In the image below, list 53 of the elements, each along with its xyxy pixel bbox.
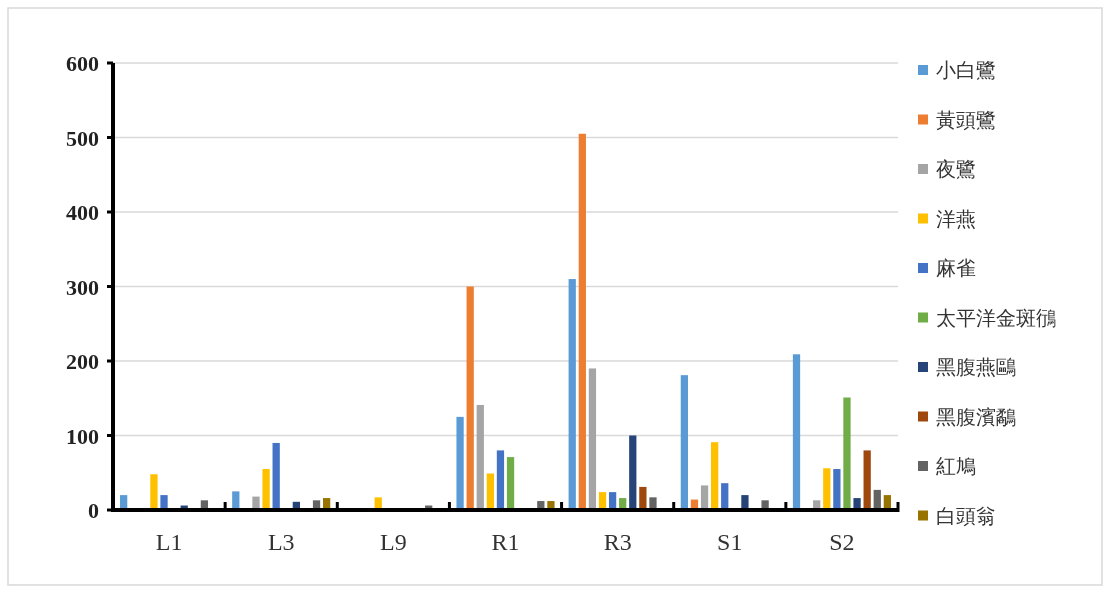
bar	[649, 497, 657, 510]
y-tick-label: 600	[66, 51, 99, 76]
legend-label: 太平洋金斑鴴	[936, 306, 1056, 329]
bar	[741, 495, 749, 510]
y-tick-label: 100	[66, 423, 99, 449]
bar	[792, 354, 801, 510]
bar	[476, 404, 484, 510]
legend-label: 麻雀	[936, 257, 976, 279]
bar	[150, 474, 158, 510]
bar	[843, 397, 851, 510]
x-tick-label: L1	[155, 529, 183, 555]
x-tick-label: R3	[603, 529, 632, 555]
legend-label: 白頭翁	[936, 504, 996, 527]
bar	[823, 468, 831, 510]
bar	[588, 368, 597, 510]
bar	[262, 469, 270, 510]
x-tick-label: R1	[491, 529, 520, 555]
bar	[568, 279, 576, 510]
bar	[486, 473, 494, 510]
x-tick-label: S2	[829, 529, 855, 555]
bar	[466, 286, 474, 510]
bar	[721, 483, 729, 510]
legend-label: 小白鷺	[936, 59, 996, 81]
bar	[252, 496, 260, 510]
bar	[160, 495, 168, 510]
bar	[700, 485, 709, 510]
y-tick-label: 300	[66, 274, 99, 300]
bar	[853, 498, 861, 510]
x-tick-label: S1	[717, 529, 743, 555]
bar	[833, 469, 841, 510]
bar	[456, 416, 464, 510]
legend-label: 夜鷺	[936, 158, 976, 180]
bar	[761, 500, 769, 510]
bar	[639, 486, 647, 510]
bar	[496, 450, 505, 510]
bar	[272, 442, 280, 510]
legend-label: 紅鳩	[936, 455, 976, 477]
bar	[863, 450, 871, 510]
y-tick-label: 500	[66, 125, 99, 151]
bar	[578, 133, 586, 510]
y-tick-label: 0	[88, 498, 99, 523]
x-tick-label: L9	[380, 529, 407, 555]
bar	[629, 435, 637, 510]
legend-label: 洋燕	[936, 207, 976, 230]
bar	[680, 375, 688, 510]
y-tick-label: 400	[66, 200, 99, 225]
legend-label: 黑腹濱鷸	[936, 405, 1016, 428]
y-tick-label: 200	[66, 349, 99, 374]
bar	[506, 457, 515, 510]
x-tick-label: L3	[267, 529, 295, 555]
legend-label: 黃頭鷺	[936, 108, 996, 131]
bar	[711, 442, 719, 510]
legend-label: 黑腹燕鷗	[936, 356, 1016, 378]
